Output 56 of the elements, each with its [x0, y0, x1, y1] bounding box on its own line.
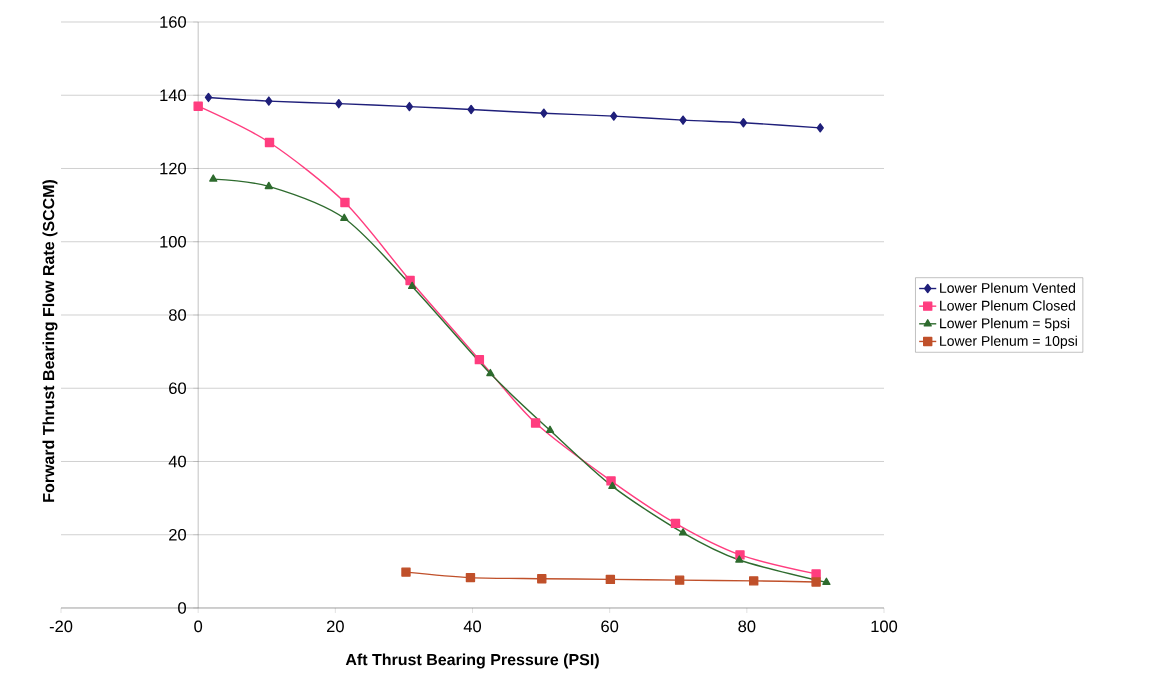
y-tick-label: 40: [168, 455, 186, 468]
point: [340, 213, 349, 221]
point: [678, 528, 688, 536]
point: [537, 573, 547, 584]
point: [670, 518, 681, 529]
y-tick-label: 80: [169, 309, 186, 321]
point: [265, 96, 273, 106]
point: [467, 104, 475, 115]
point: [335, 98, 343, 109]
point: [193, 101, 203, 111]
x-axis-title: Aft Thrust Bearing Pressure (PSI): [345, 653, 599, 669]
y-tick-label: 140: [160, 89, 186, 102]
legend-label: Lower Plenum = 5psi: [940, 317, 1070, 332]
point: [530, 418, 541, 428]
point: [407, 281, 417, 290]
x-tick-label: -20: [49, 620, 73, 633]
point: [811, 569, 821, 579]
point: [608, 481, 617, 490]
y-tick-label: 60: [169, 382, 186, 395]
y-axis-title: Forward Thrust Bearing Flow Rate (SCCM): [42, 180, 58, 502]
point: [605, 574, 616, 585]
y-tick-label: 100: [160, 235, 186, 248]
point: [465, 572, 476, 583]
point: [474, 354, 485, 365]
point: [822, 577, 831, 586]
point: [540, 108, 548, 118]
point: [264, 137, 275, 148]
x-tick-label: 0: [194, 620, 203, 633]
y-tick-label: 20: [169, 528, 186, 541]
point: [811, 577, 821, 587]
x-tick-label: 80: [738, 620, 756, 633]
x-tick-label: 100: [871, 620, 898, 633]
point: [739, 118, 748, 128]
point: [816, 123, 824, 133]
x-tick-label: 20: [327, 620, 344, 633]
y-tick-label: 120: [160, 162, 186, 175]
point: [749, 576, 759, 586]
point: [264, 181, 273, 190]
point: [401, 567, 411, 577]
legend-label: Lower Plenum Closed: [940, 300, 1075, 311]
point: [340, 197, 350, 208]
point: [209, 174, 218, 182]
y-tick-label: 0: [178, 602, 186, 614]
point: [679, 115, 687, 125]
point: [735, 555, 744, 563]
legend-label: Lower Plenum = 10psi: [940, 335, 1077, 349]
point: [405, 101, 414, 112]
x-tick-label: 40: [463, 620, 482, 633]
point: [204, 92, 213, 103]
point: [674, 575, 685, 585]
point: [610, 111, 618, 121]
y-tick-label: 160: [160, 16, 186, 28]
point: [545, 425, 555, 434]
legend-label: Lower Plenum Vented: [940, 282, 1076, 293]
x-tick-label: 60: [601, 620, 619, 633]
point: [486, 368, 495, 377]
